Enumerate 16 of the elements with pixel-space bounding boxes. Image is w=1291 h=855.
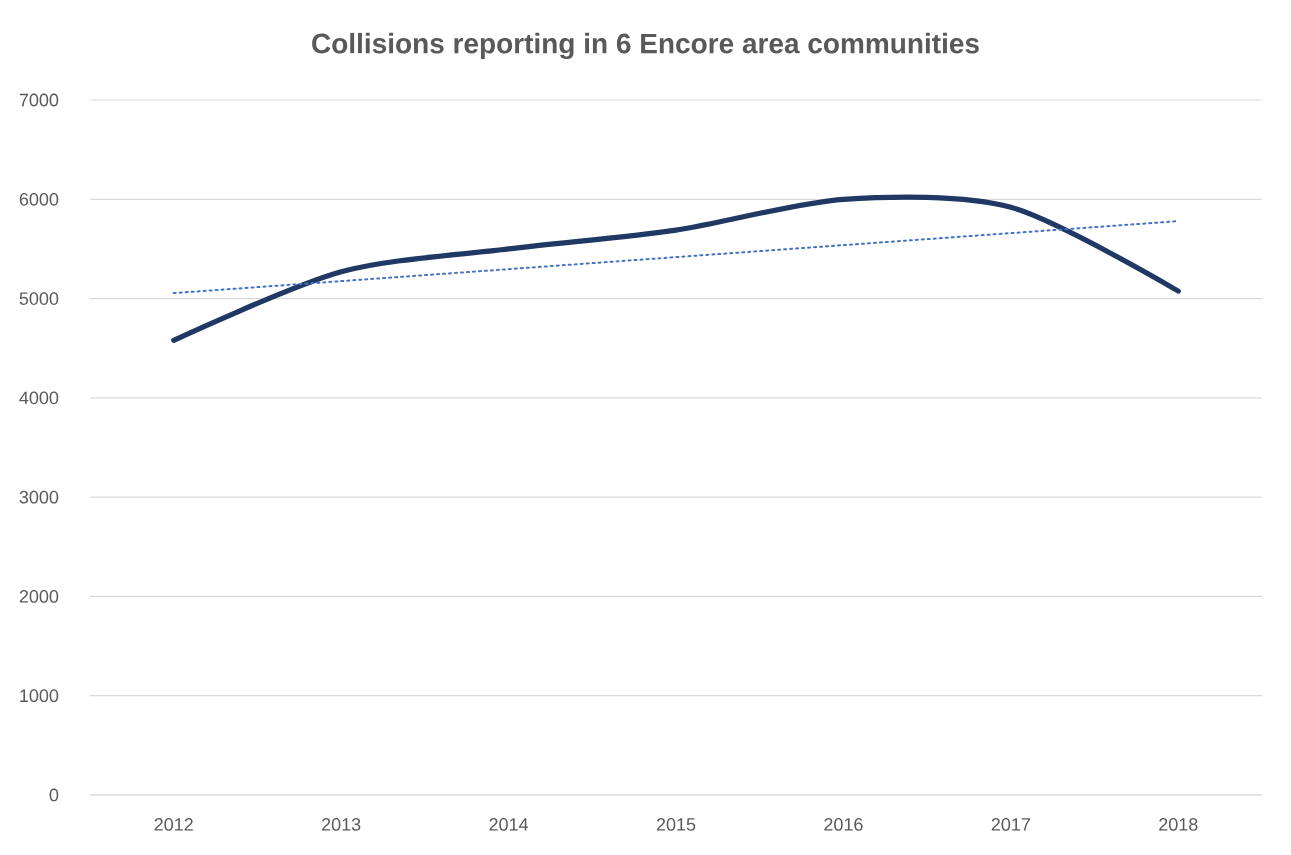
x-tick-label: 2013 — [322, 818, 361, 831]
x-tick-label: 2014 — [489, 818, 529, 831]
chart-title: Collisions reporting in 6 Encore area communities — [312, 32, 979, 60]
y-tick-label: 7000 — [19, 93, 59, 107]
y-tick-label: 2000 — [19, 590, 59, 603]
x-tick-label: 2012 — [154, 818, 193, 831]
x-tick-label: 2018 — [1159, 818, 1198, 831]
x-tick-label: 2017 — [991, 818, 1030, 831]
x-tick-label: 2016 — [824, 818, 863, 831]
y-tick-label: 5000 — [19, 292, 59, 305]
y-tick-label: 3000 — [19, 490, 59, 504]
y-tick-label: 6000 — [19, 192, 59, 206]
x-tick-label: 2015 — [656, 818, 696, 831]
y-tick-label: 1000 — [20, 689, 59, 703]
y-tick-label: 4000 — [19, 391, 59, 405]
y-tick-label: 0 — [49, 788, 59, 802]
